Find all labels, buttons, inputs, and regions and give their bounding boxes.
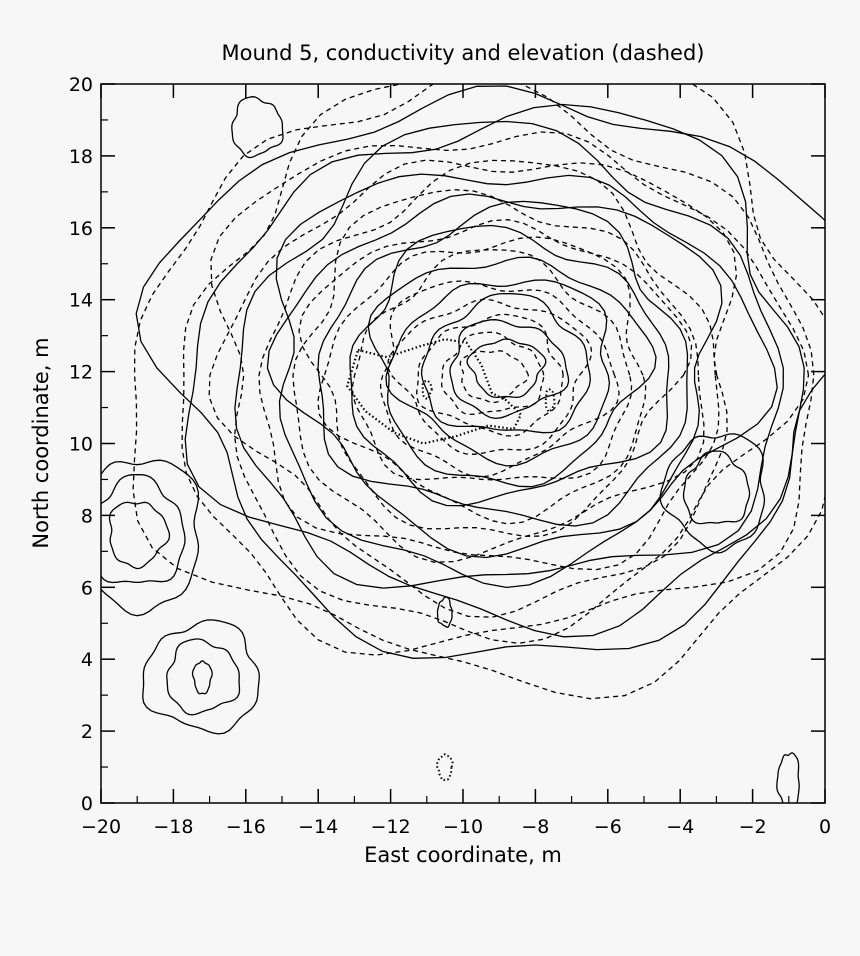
y-tick-label: 2 [81, 721, 93, 743]
elevation-contour [298, 219, 693, 538]
x-tick-label: −4 [666, 816, 694, 838]
dotted-contour-region [345, 338, 523, 445]
conductivity-contour [317, 200, 689, 527]
local-contour [682, 450, 751, 525]
local-contour [231, 96, 284, 159]
x-tick-label: −10 [443, 816, 483, 838]
y-tick-label: 12 [69, 362, 93, 384]
x-tick-label: −12 [371, 816, 411, 838]
local-contour [659, 433, 766, 554]
x-tick-label: −6 [594, 816, 622, 838]
x-tick-label: −8 [521, 816, 549, 838]
x-axis-label: East coordinate, m [364, 843, 562, 867]
local-contour [191, 660, 213, 695]
dotted-contour [435, 753, 454, 782]
elevation-contour [132, 84, 825, 700]
chart-title: Mound 5, conductivity and elevation (das… [222, 41, 705, 65]
y-tick-label: 16 [69, 218, 93, 240]
local-contour [108, 501, 171, 570]
local-contour [166, 638, 241, 716]
local-contour [101, 473, 186, 584]
conductivity-contour [275, 173, 778, 589]
x-tick-label: 0 [819, 816, 831, 838]
elevation-contour [181, 84, 815, 656]
y-tick-label: 8 [81, 505, 93, 527]
local-contour [776, 752, 800, 803]
elevation-contour [416, 313, 564, 437]
local-contour [436, 596, 453, 628]
conductivity-contour [266, 193, 723, 559]
dotted-contour [544, 388, 556, 414]
plot-frame [100, 83, 826, 804]
x-tick-label: −14 [298, 816, 338, 838]
y-tick-label: 20 [69, 74, 93, 96]
x-tick-label: −18 [153, 816, 193, 838]
elevation-contour [210, 131, 810, 644]
conductivity-contour [385, 279, 611, 467]
elevation-contour [351, 249, 633, 481]
y-tick-label: 10 [69, 434, 93, 456]
elevation-series [132, 84, 825, 700]
local-contour [101, 459, 200, 617]
y-axis-label: North coordinate, m [29, 337, 53, 548]
elevation-contour [208, 159, 738, 618]
elevation-contour [292, 189, 705, 563]
y-tick-label: 4 [81, 649, 93, 671]
y-tick-label: 14 [69, 290, 93, 312]
x-tick-label: −2 [739, 816, 767, 838]
elevation-contour [258, 159, 720, 571]
x-tick-label: −16 [226, 816, 266, 838]
elevation-contour [379, 280, 620, 478]
elevation-contour [459, 350, 529, 404]
conductivity-contour [420, 292, 591, 434]
axis-ticks: −20 −18 −16 −14 −12 −10 −8 −6 −4 −2 00246810121416… [69, 74, 831, 838]
dotted-contour [421, 379, 433, 401]
conductivity-series [135, 85, 825, 659]
local-contour [142, 619, 260, 735]
contour-lines [101, 84, 825, 803]
elevation-contour [441, 331, 545, 415]
y-tick-label: 18 [69, 146, 93, 168]
conductivity-contour [349, 224, 670, 507]
y-tick-label: 0 [81, 793, 93, 815]
conductivity-contour [449, 319, 570, 420]
y-tick-label: 6 [81, 577, 93, 599]
conductivity-contour [184, 103, 805, 638]
conductivity-contour [135, 85, 825, 659]
x-tick-label: −20 [81, 816, 121, 838]
conductivity-contour [466, 338, 547, 399]
conductivity-contour [234, 120, 784, 589]
